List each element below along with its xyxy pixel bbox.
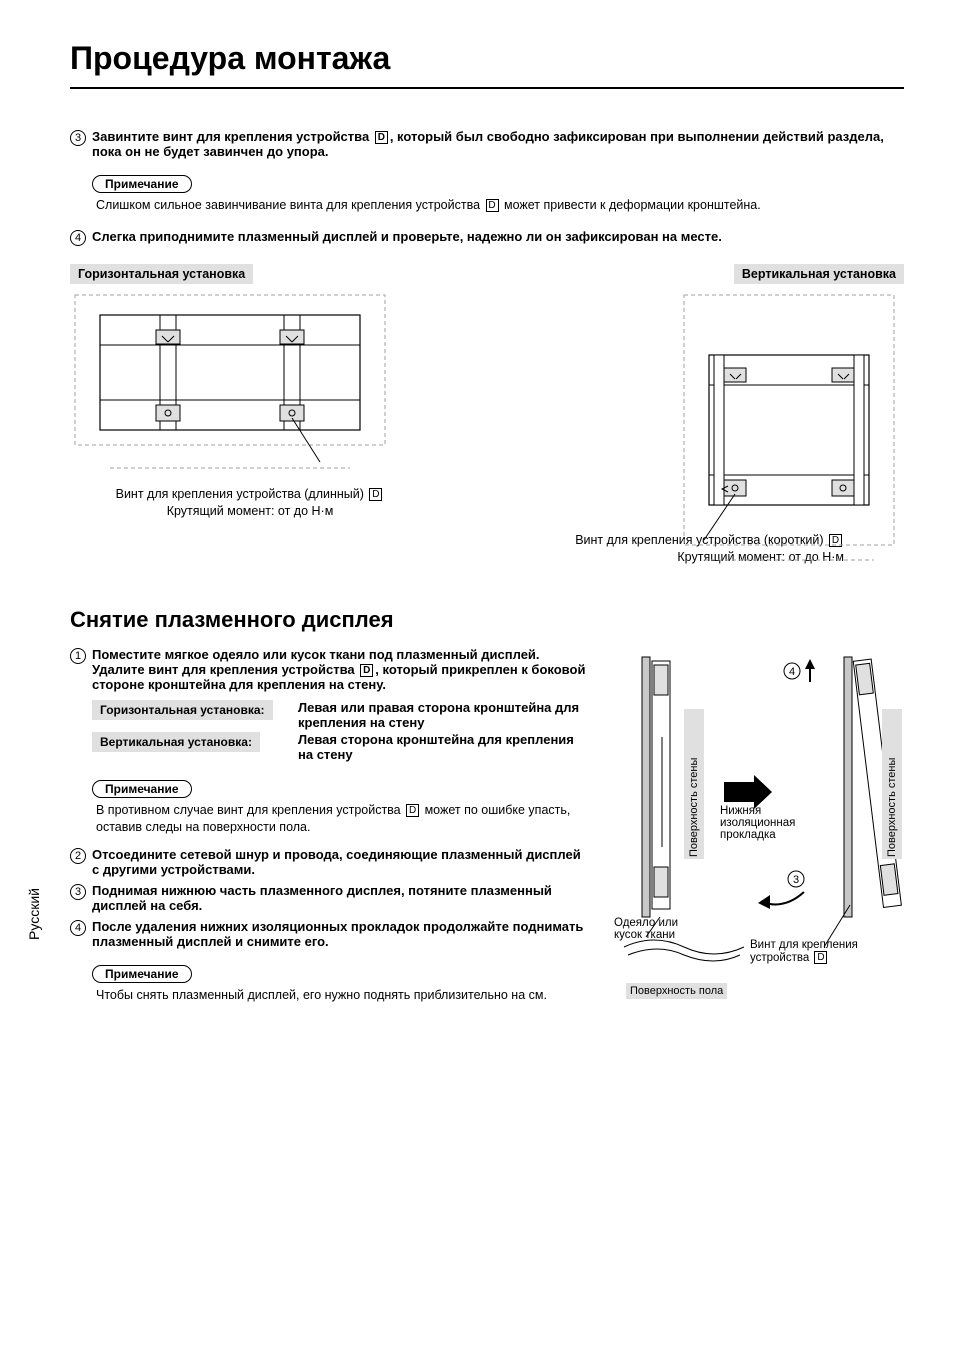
step-text: Поднимая нижнюю часть плазменного диспле… (92, 883, 586, 913)
caption-line1: Винт для крепления устройства (длинный) (116, 487, 368, 501)
vertical-install-col: Вертикальная установка (460, 264, 904, 570)
text: может привести к деформации кронштейна. (501, 198, 761, 212)
step-number: 2 (70, 848, 86, 864)
step-number: 4 (70, 920, 86, 936)
screw-label: Винт для крепления устройства D (750, 939, 904, 964)
letter-box-d: D (406, 804, 419, 817)
table-row: Горизонтальная установка: Левая или прав… (92, 700, 586, 730)
horizontal-install-col: Горизонтальная установка (70, 264, 430, 570)
blanket-label: Одеяло или кусок ткани (614, 917, 704, 941)
removal-step-3: 3 Поднимая нижнюю часть плазменного дисп… (70, 883, 586, 913)
svg-text:4: 4 (789, 666, 795, 678)
note-label: Примечание (92, 175, 192, 193)
letter-box-d: D (369, 488, 382, 501)
removal-step-2: 2 Отсоедините сетевой шнур и провода, со… (70, 847, 586, 877)
page-title: Процедура монтажа (70, 40, 904, 89)
horizontal-label: Горизонтальная установка (70, 264, 253, 284)
note-label: Примечание (92, 965, 192, 983)
caption-line2: Крутящий момент: от до Н·м (167, 504, 334, 518)
text: Винт для крепления устройства (750, 939, 858, 964)
row-label: Вертикальная установка: (92, 732, 260, 752)
step-4: 4 Слегка приподнимите плазменный дисплей… (70, 229, 904, 246)
text: Слишком сильное завинчивание винта для к… (96, 198, 484, 212)
horizontal-caption: Винт для крепления устройства (длинный) … (70, 486, 430, 521)
step-number: 4 (70, 230, 86, 246)
install-table: Горизонтальная установка: Левая или прав… (92, 700, 586, 762)
note-text: Слишком сильное завинчивание винта для к… (96, 197, 904, 215)
row-desc: Левая или правая сторона кронштейна для … (292, 700, 586, 730)
letter-box-d: D (486, 199, 499, 212)
floor-label: Поверхность пола (626, 983, 727, 999)
svg-text:3: 3 (793, 874, 799, 886)
note-text: В противном случае винт для крепления ус… (96, 802, 586, 837)
step-text: Отсоедините сетевой шнур и провода, соед… (92, 847, 586, 877)
text: Завинтите винт для крепления устройства (92, 129, 373, 144)
row-desc: Левая сторона кронштейна для крепления н… (292, 732, 586, 762)
language-tab: Русский (24, 880, 44, 948)
wall-surface-label-left: Поверхность стены (684, 709, 704, 859)
diagrams-row: Горизонтальная установка (70, 264, 904, 570)
step-number: 3 (70, 884, 86, 900)
letter-box-d: D (814, 951, 827, 964)
step-number: 1 (70, 648, 86, 664)
step-text: Поместите мягкое одеяло или кусок ткани … (92, 647, 586, 692)
spacer-label: Нижняя изоляционная прокладка (720, 805, 810, 841)
step-text: После удаления нижних изоляционных прокл… (92, 919, 586, 949)
removal-text-col: 1 Поместите мягкое одеяло или кусок ткан… (70, 647, 586, 1007)
step-3: 3 Завинтите винт для крепления устройств… (70, 129, 904, 159)
letter-box-d: D (375, 131, 388, 144)
table-row: Вертикальная установка: Левая сторона кр… (92, 732, 586, 762)
wall-surface-label-right: Поверхность стены (882, 709, 902, 859)
vertical-label: Вертикальная установка (734, 264, 904, 284)
step-number: 3 (70, 130, 86, 146)
note-label: Примечание (92, 780, 192, 798)
removal-diagram-col: 4 3 Поверхность стены Поверхность стены … (604, 647, 904, 1007)
step-text: Завинтите винт для крепления устройства … (92, 129, 904, 159)
step-text: Слегка приподнимите плазменный дисплей и… (92, 229, 904, 244)
removal-section: 1 Поместите мягкое одеяло или кусок ткан… (70, 647, 904, 1007)
removal-step-1: 1 Поместите мягкое одеяло или кусок ткан… (70, 647, 586, 692)
text: В противном случае винт для крепления ус… (96, 803, 404, 817)
side-diagram: 4 3 Поверхность стены Поверхность стены … (604, 647, 904, 1007)
letter-box-d: D (360, 664, 373, 677)
removal-step-4: 4 После удаления нижних изоляционных про… (70, 919, 586, 949)
vertical-diagram (460, 290, 904, 570)
note-text: Чтобы снять плазменный дисплей, его нужн… (96, 987, 586, 1005)
row-label: Горизонтальная установка: (92, 700, 273, 720)
section-removal-title: Снятие плазменного дисплея (70, 607, 904, 633)
horizontal-diagram (70, 290, 430, 480)
